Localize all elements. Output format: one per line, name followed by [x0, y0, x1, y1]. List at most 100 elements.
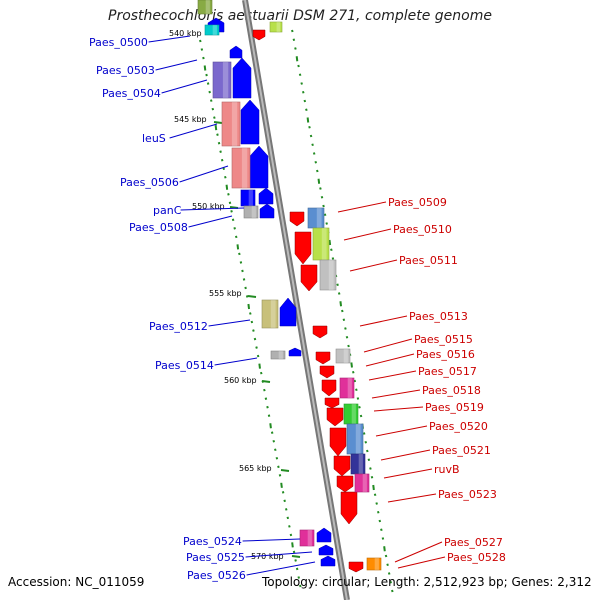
gc-content-dot [277, 465, 280, 469]
reverse-gene-arrow [336, 475, 354, 493]
gc-content-dot [299, 584, 302, 588]
gc-skew-dot [373, 493, 377, 497]
tick-label: 555 kbp [209, 289, 242, 298]
gc-content-dot [200, 48, 204, 51]
forward-label-leader [242, 538, 301, 542]
forward-gene-label: Paes_0506 [120, 176, 179, 189]
gc-content-dot [269, 423, 272, 429]
reverse-label-leader [343, 228, 392, 241]
reverse-gene-arrow [340, 491, 358, 525]
reverse-gene-label: Paes_0520 [429, 420, 488, 433]
gc-skew-dot [317, 178, 321, 184]
gc-skew-dot [309, 134, 313, 138]
forward-label-leader [188, 215, 233, 228]
reverse-gene-label: Paes_0527 [444, 536, 503, 549]
forward-cog-box [299, 529, 315, 547]
gc-skew-dot [295, 56, 299, 62]
gc-content-dot [233, 227, 236, 230]
reverse-label-leader [383, 468, 433, 479]
gc-skew-dot [350, 362, 353, 368]
gc-content-dot [214, 125, 218, 131]
gc-content-dot [267, 414, 271, 417]
gc-content-dot [295, 567, 299, 571]
gc-content-dot [208, 90, 211, 94]
gc-skew-dot [383, 546, 386, 552]
forward-cog-box [231, 147, 251, 189]
gc-skew-dot [370, 475, 374, 479]
reverse-cog-box-shine [347, 378, 352, 398]
forward-label-leader [179, 165, 229, 183]
gc-content-dot [274, 448, 277, 452]
gc-skew-dot [311, 143, 314, 147]
forward-label-leader [180, 207, 245, 211]
gc-content-dot [288, 525, 291, 528]
tick-label: 560 kbp [224, 376, 257, 385]
reverse-gene-arrow [319, 365, 335, 379]
gc-content-dot [249, 312, 252, 315]
gc-skew-dot [301, 90, 305, 94]
gc-skew-dot [364, 440, 367, 444]
reverse-label-leader [397, 556, 446, 569]
gc-skew-dot [347, 344, 350, 348]
gc-content-dot [228, 201, 232, 205]
gc-skew-dot [314, 160, 317, 164]
gc-content-dot [258, 363, 261, 369]
gc-content-dot [263, 388, 266, 392]
gc-skew-dot [342, 318, 346, 322]
forward-gene-label: Paes_0526 [187, 569, 246, 582]
gc-content-dot [250, 320, 254, 324]
gc-skew-dot [387, 572, 391, 575]
tick-mark [280, 469, 290, 472]
gc-content-dot [266, 405, 269, 409]
reverse-gene-label: Paes_0518 [422, 384, 481, 397]
forward-label-leader [161, 79, 208, 94]
gc-content-dot [286, 516, 290, 520]
backbone-highlight [244, 0, 348, 600]
gc-skew-dot [316, 169, 319, 173]
reverse-cog-box-shine [316, 208, 322, 228]
forward-gene-arrow [316, 527, 332, 543]
reverse-gene-arrow [321, 379, 337, 397]
gc-content-dot [256, 354, 260, 358]
reverse-label-leader [365, 353, 415, 367]
gc-content-dot [242, 278, 246, 281]
gc-skew-dot [339, 301, 343, 307]
gc-content-dot [211, 107, 215, 111]
gc-skew-dot [312, 152, 316, 155]
reverse-gene-label: Paes_0517 [418, 365, 477, 378]
gc-skew-dot [386, 563, 389, 567]
forward-cog-box [204, 24, 220, 36]
gc-content-dot [270, 431, 274, 435]
reverse-gene-arrow [294, 231, 312, 265]
gc-content-dot [209, 99, 213, 102]
reverse-cog-box [366, 557, 382, 571]
gc-skew-dot [367, 458, 371, 462]
gc-skew-dot [381, 537, 385, 540]
tick-label: 550 kbp [192, 202, 225, 211]
gc-content-dot [234, 235, 238, 239]
gc-content-dot [199, 39, 202, 43]
reverse-label-leader [394, 541, 443, 563]
forward-cog-box-shine [270, 300, 276, 328]
forward-gene-label: Paes_0525 [186, 551, 245, 564]
reverse-gene-label: Paes_0523 [438, 488, 497, 501]
reverse-gene-arrow [333, 455, 351, 477]
forward-cog-box [197, 0, 213, 15]
reverse-label-leader [387, 493, 437, 503]
reverse-cog-box-shine [358, 454, 363, 474]
forward-cog-box-shine [248, 190, 253, 206]
reverse-gene-label: ruvB [434, 463, 460, 476]
reverse-label-leader [368, 370, 417, 381]
reverse-cog-box [339, 377, 355, 399]
tick-label: 545 kbp [174, 115, 207, 124]
tick-label: 570 kbp [251, 552, 284, 561]
gc-content-dot [230, 210, 233, 213]
gc-skew-dot [375, 502, 378, 505]
forward-cog-box-shine [212, 25, 217, 35]
gc-skew-dot [331, 257, 335, 260]
forward-cog-box [212, 61, 232, 99]
reverse-gene-arrow [326, 407, 344, 427]
reverse-gene-label: Paes_0521 [432, 444, 491, 457]
gc-content-dot [264, 397, 268, 400]
